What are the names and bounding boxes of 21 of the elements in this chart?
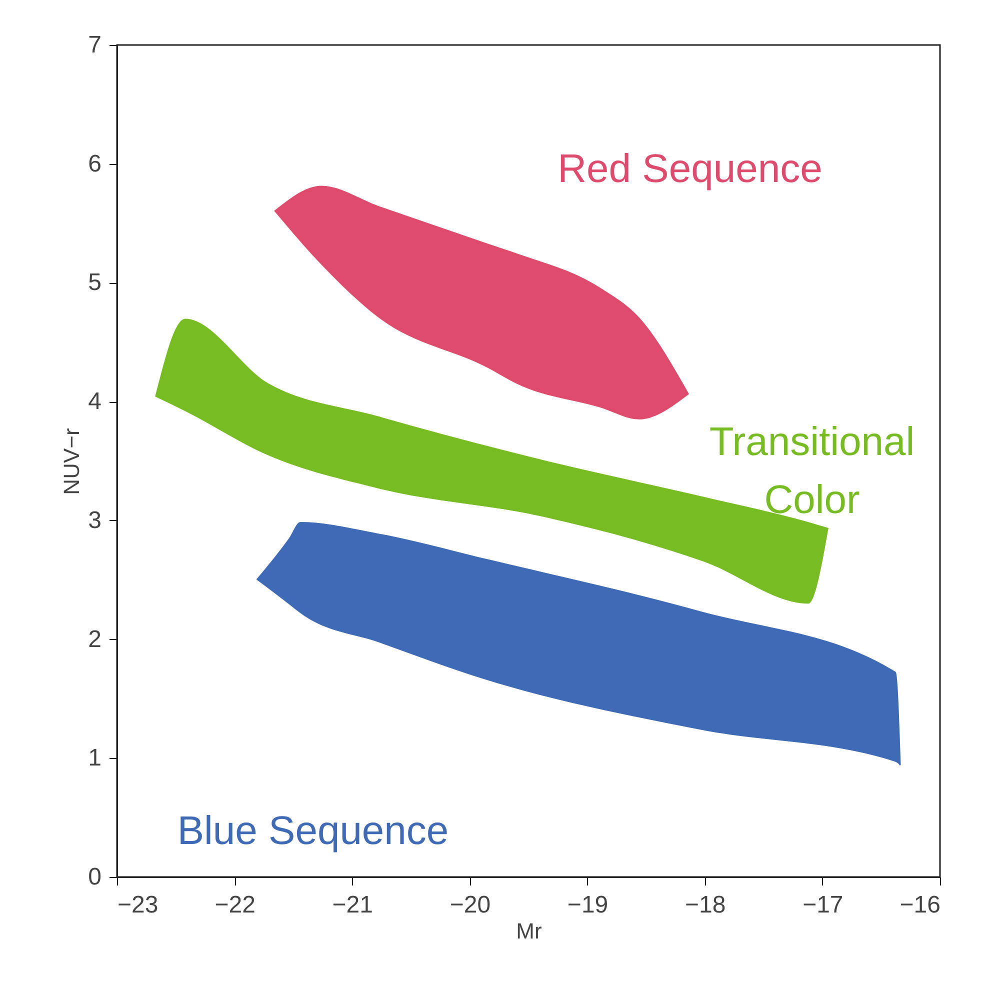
x-tick-label: −22 — [214, 892, 256, 918]
x-tick-label: −16 — [900, 892, 940, 918]
x-tick-label: −18 — [685, 892, 726, 918]
y-tick-label: 6 — [88, 150, 102, 178]
y-axis-title: NUV−r — [59, 428, 84, 495]
series-label: Red Sequence — [558, 147, 822, 191]
x-tick-label: −17 — [802, 892, 844, 918]
y-tick-label: 0 — [88, 864, 102, 890]
series-label: Transitional Color — [709, 420, 915, 522]
x-tick-label: −21 — [332, 892, 373, 918]
y-tick-label: 4 — [88, 388, 102, 416]
x-tick-label: −19 — [567, 892, 608, 918]
y-tick-label: 7 — [88, 32, 102, 58]
y-tick-label: 3 — [88, 506, 102, 534]
y-tick-label: 2 — [88, 626, 102, 653]
text: Blue Sequence — [177, 809, 449, 853]
x-tick-label: −20 — [450, 892, 491, 918]
x-axis-title: Mr — [516, 918, 542, 944]
y-tick-label: 5 — [88, 269, 102, 296]
y-tick-label: 1 — [88, 744, 102, 772]
x-tick-label: −23 — [118, 892, 158, 918]
